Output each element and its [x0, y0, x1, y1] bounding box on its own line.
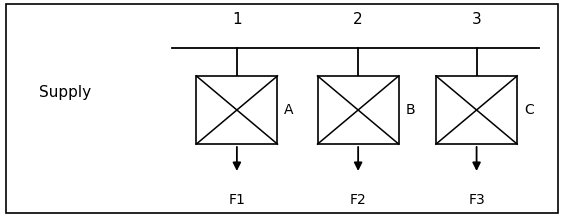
- Text: F2: F2: [350, 193, 367, 207]
- Bar: [318, 76, 399, 144]
- Text: F3: F3: [468, 193, 485, 207]
- Text: A: A: [284, 103, 294, 117]
- Text: 1: 1: [232, 12, 242, 27]
- Text: F1: F1: [228, 193, 245, 207]
- Text: Supply: Supply: [39, 85, 91, 100]
- Text: B: B: [406, 103, 415, 117]
- Text: 3: 3: [472, 12, 482, 27]
- Bar: [436, 76, 517, 144]
- Bar: [196, 76, 277, 144]
- Text: 2: 2: [353, 12, 363, 27]
- Text: C: C: [524, 103, 534, 117]
